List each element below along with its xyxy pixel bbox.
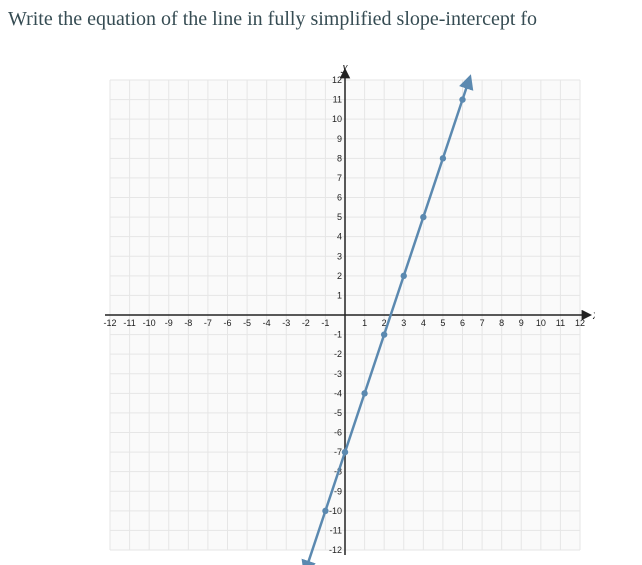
svg-text:6: 6 bbox=[337, 193, 342, 203]
svg-text:-1: -1 bbox=[334, 330, 342, 340]
svg-text:7: 7 bbox=[337, 173, 342, 183]
svg-text:9: 9 bbox=[337, 134, 342, 144]
svg-text:x: x bbox=[592, 308, 595, 323]
svg-text:-7: -7 bbox=[334, 447, 342, 457]
svg-text:12: 12 bbox=[332, 75, 342, 85]
svg-text:-1: -1 bbox=[321, 318, 329, 328]
svg-text:-6: -6 bbox=[334, 428, 342, 438]
svg-text:-10: -10 bbox=[143, 318, 156, 328]
svg-text:-12: -12 bbox=[103, 318, 116, 328]
svg-text:2: 2 bbox=[337, 271, 342, 281]
svg-text:11: 11 bbox=[333, 95, 342, 105]
graph-svg: xy-12-11-10-9-8-7-6-5-4-3-2-112345678910… bbox=[95, 65, 595, 565]
svg-text:-11: -11 bbox=[330, 525, 342, 535]
svg-text:-3: -3 bbox=[334, 369, 342, 379]
svg-text:11: 11 bbox=[556, 318, 565, 328]
svg-text:3: 3 bbox=[337, 251, 342, 261]
svg-text:-9: -9 bbox=[165, 318, 173, 328]
svg-text:9: 9 bbox=[519, 318, 524, 328]
svg-text:-6: -6 bbox=[223, 318, 231, 328]
svg-text:-10: -10 bbox=[329, 506, 342, 516]
svg-text:-5: -5 bbox=[334, 408, 342, 418]
svg-text:-5: -5 bbox=[243, 318, 251, 328]
svg-text:12: 12 bbox=[575, 318, 585, 328]
coordinate-plane: xy-12-11-10-9-8-7-6-5-4-3-2-112345678910… bbox=[95, 65, 565, 535]
svg-text:-11: -11 bbox=[123, 318, 135, 328]
svg-text:4: 4 bbox=[421, 318, 426, 328]
svg-text:4: 4 bbox=[337, 232, 342, 242]
svg-text:y: y bbox=[340, 65, 349, 74]
svg-text:8: 8 bbox=[337, 153, 342, 163]
svg-text:-12: -12 bbox=[329, 545, 342, 555]
svg-text:-9: -9 bbox=[334, 486, 342, 496]
svg-text:-2: -2 bbox=[334, 349, 342, 359]
svg-text:-3: -3 bbox=[282, 318, 290, 328]
svg-text:-7: -7 bbox=[204, 318, 212, 328]
svg-text:7: 7 bbox=[480, 318, 485, 328]
question-text: Write the equation of the line in fully … bbox=[0, 0, 642, 31]
svg-text:1: 1 bbox=[337, 290, 342, 300]
svg-text:3: 3 bbox=[401, 318, 406, 328]
svg-text:-4: -4 bbox=[334, 388, 342, 398]
svg-text:-2: -2 bbox=[302, 318, 310, 328]
svg-text:6: 6 bbox=[460, 318, 465, 328]
svg-text:10: 10 bbox=[536, 318, 546, 328]
svg-text:-4: -4 bbox=[263, 318, 271, 328]
svg-text:5: 5 bbox=[337, 212, 342, 222]
svg-text:1: 1 bbox=[362, 318, 367, 328]
svg-text:8: 8 bbox=[499, 318, 504, 328]
svg-text:-8: -8 bbox=[184, 318, 192, 328]
svg-text:5: 5 bbox=[440, 318, 445, 328]
svg-text:10: 10 bbox=[332, 114, 342, 124]
